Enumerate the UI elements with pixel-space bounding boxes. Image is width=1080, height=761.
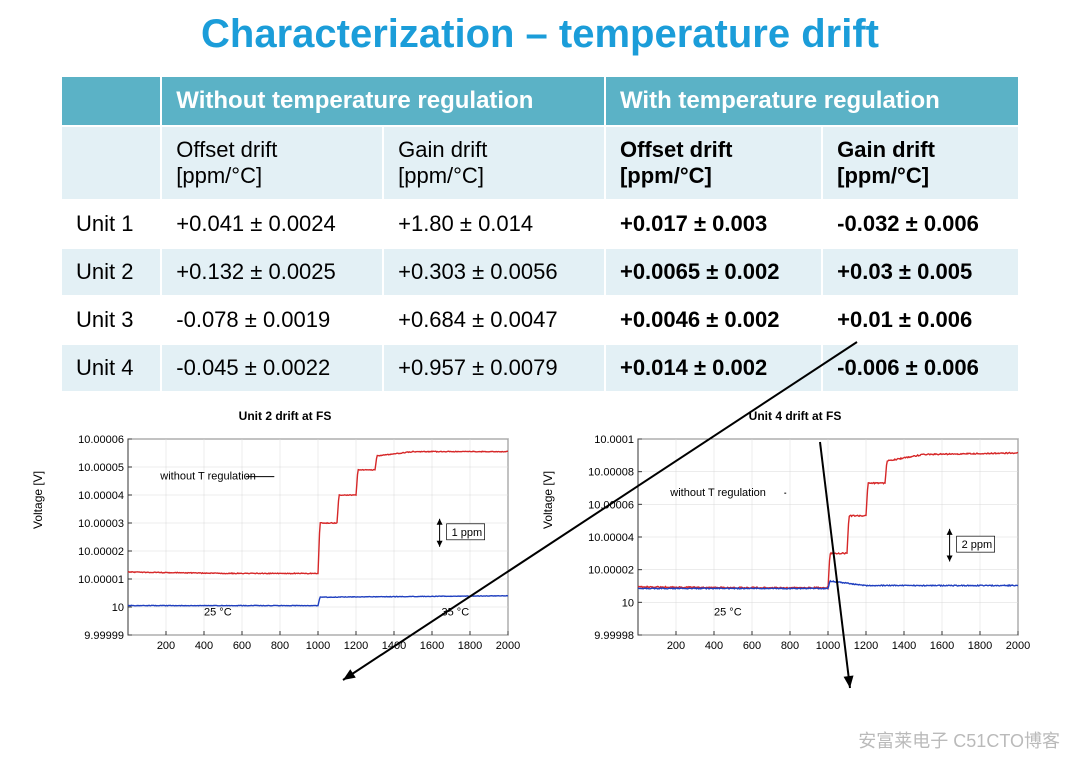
table-group-header: With temperature regulation: [605, 76, 1019, 126]
table-cell: -0.032 ± 0.006: [822, 200, 1019, 248]
table-sub-header: Offset drift [ppm/°C]: [605, 126, 822, 200]
table-cell: +0.041 ± 0.0024: [161, 200, 383, 248]
svg-text:1400: 1400: [892, 640, 916, 652]
svg-text:10.00004: 10.00004: [78, 490, 124, 502]
table-body: Unit 1+0.041 ± 0.0024+1.80 ± 0.014+0.017…: [61, 200, 1019, 392]
chart-svg: 9.99999 10 10.00001 10.00002 10.00003 10.0000…: [50, 425, 520, 665]
table-cell: +0.957 ± 0.0079: [383, 344, 605, 392]
table-cell: +0.303 ± 0.0056: [383, 248, 605, 296]
table-cell: -0.045 ± 0.0022: [161, 344, 383, 392]
svg-text:2000: 2000: [496, 640, 520, 652]
svg-text:10.00002: 10.00002: [588, 565, 634, 577]
chart-annotation: without T regulation: [159, 471, 256, 483]
table-cell: Unit 4: [61, 344, 161, 392]
svg-text:400: 400: [195, 640, 213, 652]
table-cell: +0.684 ± 0.0047: [383, 296, 605, 344]
table-cell: Unit 3: [61, 296, 161, 344]
table-group-header: [61, 76, 161, 126]
svg-text:10.0001: 10.0001: [594, 434, 634, 446]
svg-text:800: 800: [781, 640, 799, 652]
svg-text:1400: 1400: [382, 640, 406, 652]
chart: Unit 2 drift at FS 9.99999 10 10.00001 10.00…: [50, 409, 520, 670]
svg-text:9.99998: 9.99998: [594, 630, 634, 642]
svg-text:2000: 2000: [1006, 640, 1030, 652]
svg-text:1600: 1600: [420, 640, 444, 652]
svg-text:800: 800: [271, 640, 289, 652]
table-cell: +0.014 ± 0.002: [605, 344, 822, 392]
chart-annotation: 25 °C: [714, 606, 742, 618]
chart-annotation: 35 °C: [442, 606, 470, 618]
table-cell: -0.078 ± 0.0019: [161, 296, 383, 344]
svg-text:9.99999: 9.99999: [84, 630, 124, 642]
svg-text:1200: 1200: [854, 640, 878, 652]
table-cell: Unit 1: [61, 200, 161, 248]
svg-text:2 ppm: 2 ppm: [962, 539, 993, 551]
svg-text:600: 600: [743, 640, 761, 652]
chart: Unit 4 drift at FS 9.99998 10 10.00002 10.00…: [560, 409, 1030, 670]
table-cell: +0.132 ± 0.0025: [161, 248, 383, 296]
svg-text:200: 200: [667, 640, 685, 652]
table-sub-header: Gain drift [ppm/°C]: [383, 126, 605, 200]
svg-text:10.00003: 10.00003: [78, 518, 124, 530]
svg-text:10.00008: 10.00008: [588, 467, 634, 479]
svg-text:10: 10: [112, 602, 124, 614]
chart-title: Unit 2 drift at FS: [50, 409, 520, 423]
table-sub-header: Offset drift [ppm/°C]: [161, 126, 383, 200]
svg-text:1 ppm: 1 ppm: [452, 527, 483, 539]
chart-annotation: 25 °C: [204, 606, 232, 618]
svg-text:10.00004: 10.00004: [588, 532, 634, 544]
table-cell: +0.01 ± 0.006: [822, 296, 1019, 344]
chart-title: Unit 4 drift at FS: [560, 409, 1030, 423]
svg-text:600: 600: [233, 640, 251, 652]
chart-svg: 9.99998 10 10.00002 10.00004 10.00006 10.0000…: [560, 425, 1030, 665]
table-sub-header: Gain drift [ppm/°C]: [822, 126, 1019, 200]
svg-text:10.00005: 10.00005: [78, 462, 124, 474]
svg-text:10.00006: 10.00006: [588, 499, 634, 511]
svg-text:1000: 1000: [306, 640, 330, 652]
drift-table: Without temperature regulationWith tempe…: [60, 75, 1020, 393]
watermark: 安富莱电子 C51CTO博客: [858, 727, 1060, 753]
svg-text:1200: 1200: [344, 640, 368, 652]
table-cell: +0.017 ± 0.003: [605, 200, 822, 248]
svg-text:10.00001: 10.00001: [78, 574, 124, 586]
table-cell: +1.80 ± 0.014: [383, 200, 605, 248]
table-group-header: Without temperature regulation: [161, 76, 605, 126]
svg-text:1800: 1800: [458, 640, 482, 652]
svg-text:1800: 1800: [968, 640, 992, 652]
svg-text:10: 10: [622, 597, 634, 609]
svg-text:10.00006: 10.00006: [78, 434, 124, 446]
table-head: Without temperature regulationWith tempe…: [61, 76, 1019, 200]
chart-ylabel: Voltage [V]: [31, 470, 45, 528]
svg-text:1600: 1600: [930, 640, 954, 652]
table-sub-header: [61, 126, 161, 200]
table-cell: +0.03 ± 0.005: [822, 248, 1019, 296]
svg-text:200: 200: [157, 640, 175, 652]
page-title: Characterization – temperature drift: [0, 12, 1080, 57]
table-cell: Unit 2: [61, 248, 161, 296]
table-cell: +0.0046 ± 0.002: [605, 296, 822, 344]
chart-annotation: without T regulation: [669, 487, 766, 499]
svg-text:10.00002: 10.00002: [78, 546, 124, 558]
svg-text:400: 400: [705, 640, 723, 652]
chart-ylabel: Voltage [V]: [541, 470, 555, 528]
charts-row: Unit 2 drift at FS 9.99999 10 10.00001 10.00…: [0, 409, 1080, 670]
table-cell: +0.0065 ± 0.002: [605, 248, 822, 296]
table-cell: -0.006 ± 0.006: [822, 344, 1019, 392]
svg-text:1000: 1000: [816, 640, 840, 652]
